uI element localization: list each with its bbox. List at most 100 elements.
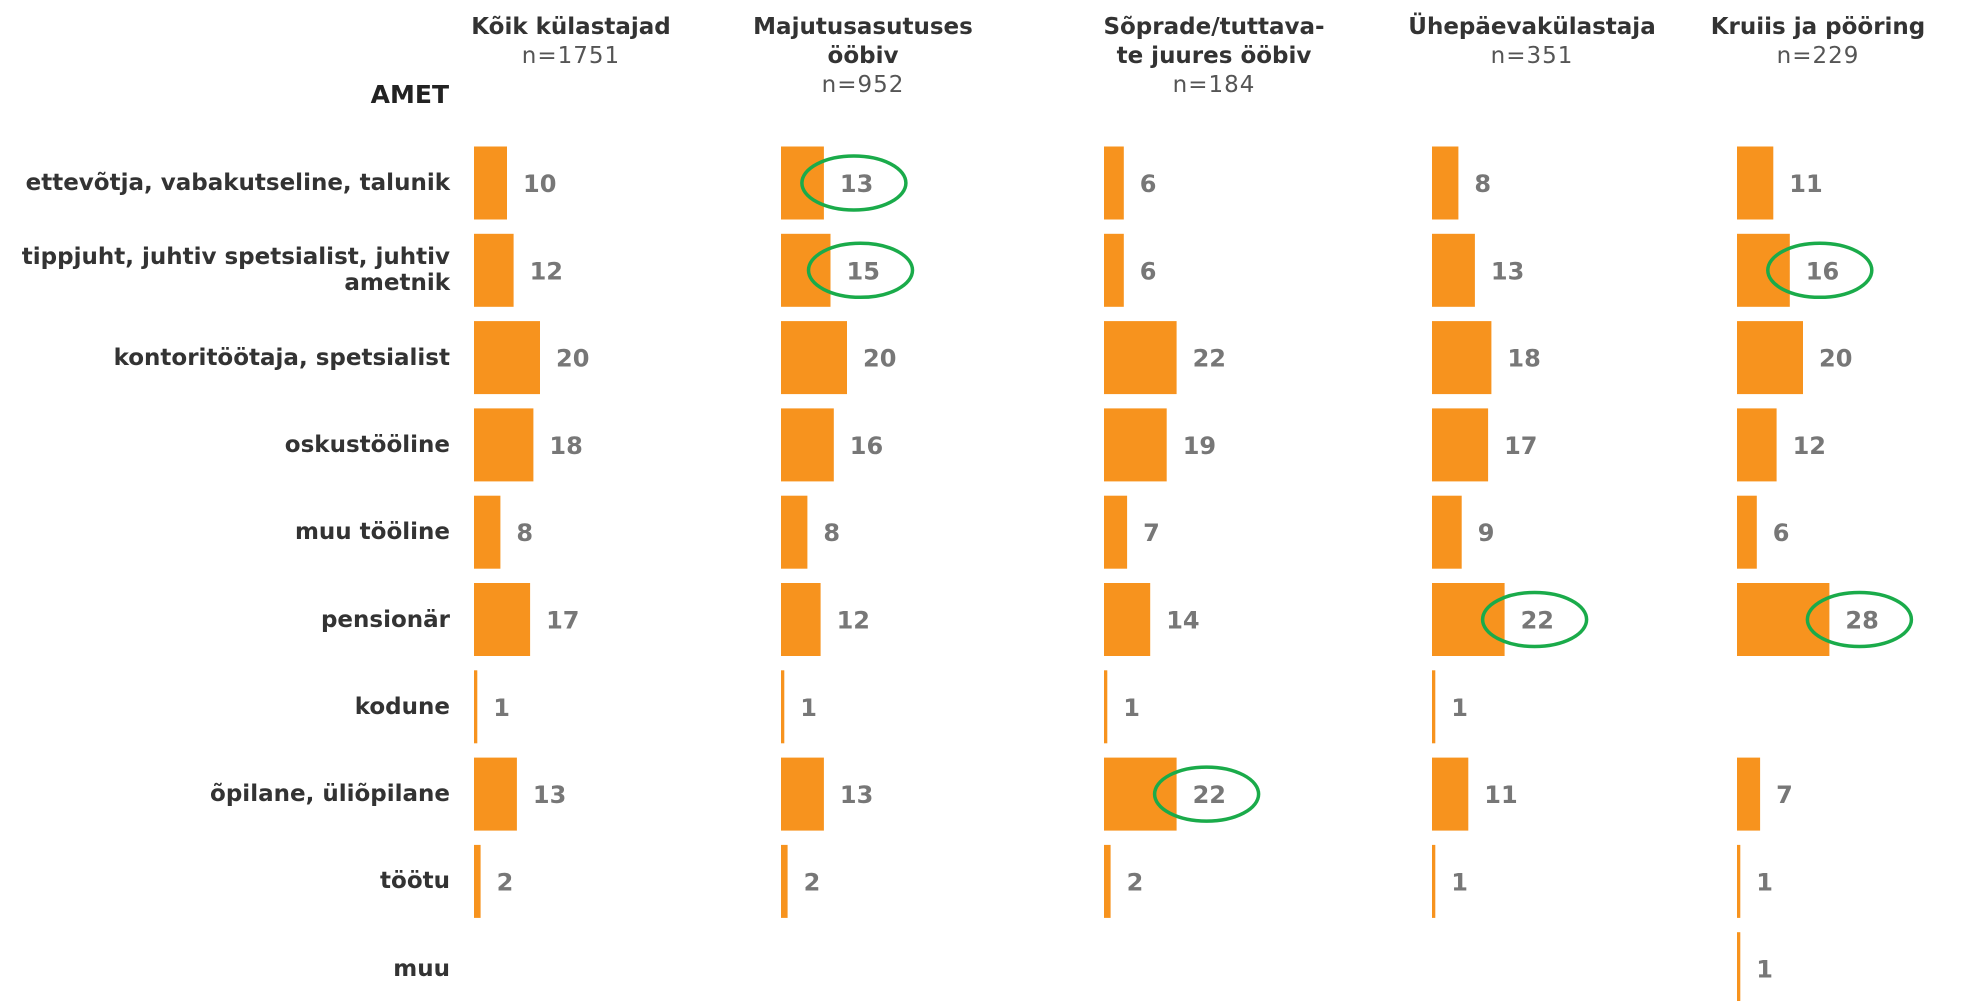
bar [781,408,834,482]
value-label: 16 [1806,257,1839,285]
axis-title: AMET [370,80,449,109]
value-label: 12 [530,257,563,285]
bar [1432,495,1462,569]
bar [474,233,514,307]
value-label: 17 [546,607,579,635]
value-label: 15 [847,257,880,285]
value-label: 7 [1776,781,1793,809]
column-n: n=229 [1777,43,1860,69]
bar [781,233,831,307]
value-label: 28 [1845,607,1878,635]
bar [474,757,517,831]
value-label: 13 [1491,257,1524,285]
bar [474,583,531,656]
bar [1737,146,1774,220]
highlight-ring [1152,765,1261,823]
bar [781,670,785,744]
bar [781,844,788,918]
bar [1432,757,1469,831]
column-title: Majutusasutuses [753,14,973,40]
bar [1432,844,1436,918]
bar [1432,670,1436,744]
bar [1104,408,1167,482]
value-label: 13 [840,170,873,198]
value-label: 20 [556,345,589,373]
bar [1104,233,1124,307]
value-label: 1 [493,694,510,722]
bar [474,146,507,220]
value-label: 19 [1183,432,1216,460]
value-label: 12 [837,607,870,635]
value-label: 13 [533,781,566,809]
category-label: muu tööline [294,519,450,546]
column-title: Sõprade/tuttava- [1103,14,1324,40]
bar [781,495,808,569]
highlight-ring [1480,590,1589,649]
category-label: tippjuht, juhtiv spetsialist, juhtiv ame… [21,244,450,297]
column-n: n=184 [1173,72,1256,98]
value-label: 18 [549,432,582,460]
bar [1104,757,1177,831]
bar [1104,583,1151,656]
value-label: 8 [1474,170,1491,198]
bar [474,321,540,395]
category-label: töötu [380,868,450,895]
highlight-ring [1805,590,1914,649]
value-label: 9 [1478,519,1495,547]
category-label: oskustööline [284,431,450,458]
bar [1432,146,1459,220]
category-label: õpilane, üliõpilane [210,781,450,808]
bar [474,495,501,569]
bar [474,670,478,744]
value-label: 11 [1789,170,1822,198]
highlight-ring [806,241,915,300]
bar [1737,757,1761,831]
bar [1104,670,1108,744]
bar [474,408,534,482]
value-label: 20 [863,345,896,373]
bar [1432,233,1475,307]
column-n: n=351 [1491,43,1574,69]
value-label: 20 [1819,345,1852,373]
value-label: 22 [1521,607,1554,635]
value-label: 1 [1756,868,1773,896]
bar [1432,321,1492,395]
value-label: 6 [1140,170,1157,198]
value-label: 8 [823,519,840,547]
category-label: muu [393,955,450,982]
highlight-ring [1766,241,1874,300]
highlight-ring [800,154,908,212]
category-label: pensionär [320,606,450,633]
column-n: n=952 [822,72,905,98]
value-label: 7 [1143,519,1160,547]
value-label: 1 [1123,694,1140,722]
value-label: 12 [1793,432,1826,460]
value-label: 1 [1451,694,1468,722]
value-label: 1 [1756,956,1773,984]
column-title: te juures ööbiv [1117,43,1312,69]
category-label: kodune [354,693,450,720]
value-label: 10 [523,170,556,198]
bar [1737,844,1741,918]
value-label: 22 [1193,345,1226,373]
bar [1104,146,1124,220]
bar [1104,321,1177,395]
bar [1432,408,1489,482]
value-label: 1 [800,694,817,722]
bar [781,583,821,656]
value-label: 18 [1507,345,1540,373]
category-label: kontoritöötaja, spetsialist [113,344,450,371]
column-title: Kõik külastajad [471,14,671,40]
column-title: Kruiis ja pööring [1711,14,1926,40]
bar [474,844,481,918]
column-title: Ühepäevakülastaja [1408,12,1655,40]
bar [781,757,824,831]
bar [1737,495,1757,569]
value-label: 6 [1140,257,1157,285]
bar [781,321,847,395]
bar [1104,495,1128,569]
bar [1737,583,1830,656]
value-label: 6 [1773,519,1790,547]
value-label: 2 [804,868,821,896]
value-label: 1 [1451,868,1468,896]
